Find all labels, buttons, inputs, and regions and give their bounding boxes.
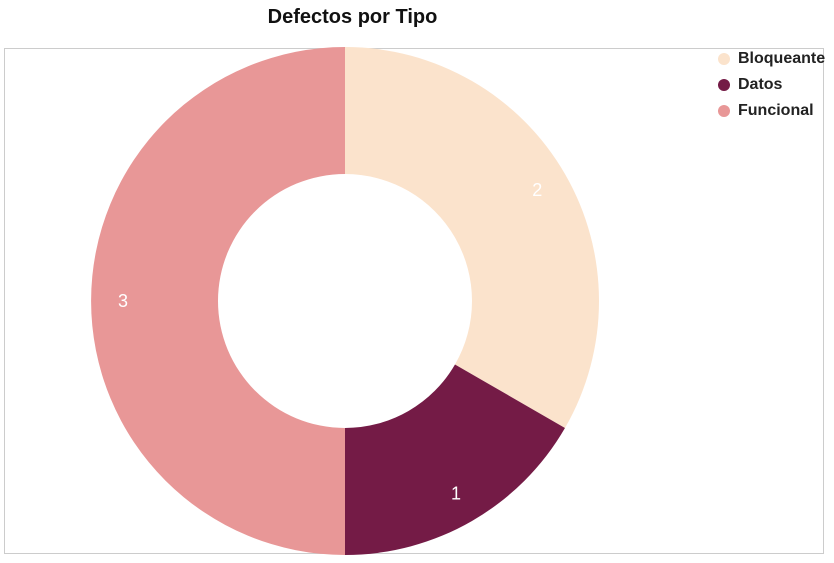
legend-label-datos: Datos <box>738 76 783 93</box>
slice-bloqueante[interactable] <box>345 47 599 428</box>
legend-label-bloqueante: Bloqueante <box>738 50 826 67</box>
legend-label-funcional: Funcional <box>738 102 814 119</box>
legend-swatch-funcional <box>718 105 730 117</box>
legend-item-bloqueante[interactable]: Bloqueante <box>718 46 825 72</box>
slice-funcional[interactable] <box>91 47 345 555</box>
plot-frame <box>4 48 824 554</box>
chart-title: Defectos por Tipo <box>267 6 438 28</box>
legend: Bloqueante Datos Funcional <box>718 46 825 124</box>
slice-label-datos: 1 <box>451 483 461 503</box>
legend-swatch-bloqueante <box>718 53 730 65</box>
slice-label-bloqueante: 2 <box>532 180 542 200</box>
donut-slices <box>91 47 599 555</box>
legend-item-datos[interactable]: Datos <box>718 72 825 98</box>
slice-labels: 2 1 3 <box>118 180 542 503</box>
legend-item-funcional[interactable]: Funcional <box>718 98 825 124</box>
legend-swatch-datos <box>718 79 730 91</box>
slice-label-funcional: 3 <box>118 291 128 311</box>
slice-datos[interactable] <box>345 364 565 556</box>
